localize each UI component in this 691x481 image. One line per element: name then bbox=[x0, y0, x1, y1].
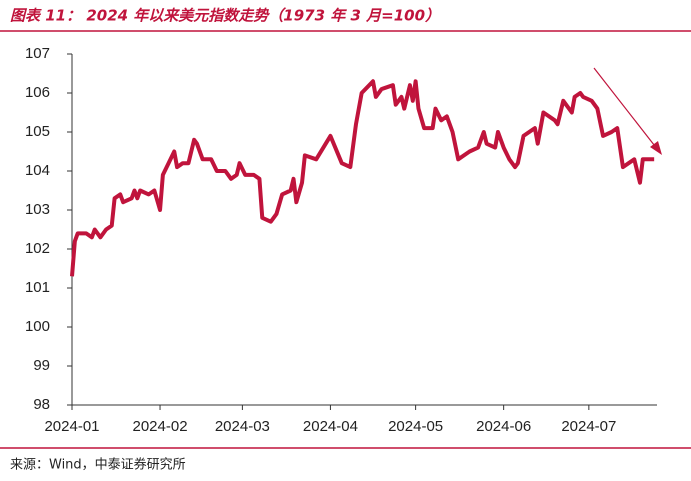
trend-arrowhead bbox=[650, 141, 662, 155]
source-note: 来源：Wind，中泰证券研究所 bbox=[10, 457, 186, 473]
x-tick-label: 2024-01 bbox=[44, 418, 99, 435]
x-tick-label: 2024-04 bbox=[303, 418, 358, 435]
y-tick-label: 106 bbox=[25, 84, 50, 101]
y-tick-label: 98 bbox=[33, 396, 50, 413]
series-line bbox=[70, 79, 655, 277]
x-tick-label: 2024-02 bbox=[133, 418, 188, 435]
x-tick-label: 2024-07 bbox=[561, 418, 616, 435]
x-tick-label: 2024-05 bbox=[388, 418, 443, 435]
y-tick-label: 107 bbox=[25, 45, 50, 62]
chart-title: 图表 11： 2024 年以来美元指数走势（1973 年 3 月=100） bbox=[10, 7, 440, 25]
y-tick-label: 104 bbox=[25, 162, 50, 179]
y-tick-label: 102 bbox=[25, 240, 50, 257]
trend-arrow bbox=[593, 67, 659, 151]
y-tick-label: 99 bbox=[33, 357, 50, 374]
y-tick-label: 103 bbox=[25, 201, 50, 218]
x-tick-label: 2024-03 bbox=[215, 418, 270, 435]
y-tick-label: 101 bbox=[25, 279, 50, 296]
y-tick-label: 100 bbox=[25, 318, 50, 335]
x-tick-label: 2024-06 bbox=[476, 418, 531, 435]
y-tick-label: 105 bbox=[25, 123, 50, 140]
